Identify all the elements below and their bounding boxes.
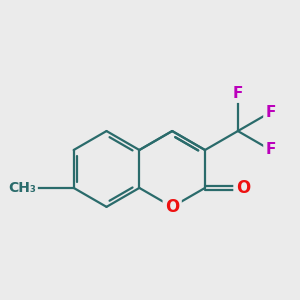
Text: CH₃: CH₃ [8,181,36,195]
Text: F: F [266,105,276,120]
Text: F: F [266,142,276,158]
Text: F: F [233,85,243,100]
Text: O: O [236,179,250,197]
Text: O: O [165,198,179,216]
